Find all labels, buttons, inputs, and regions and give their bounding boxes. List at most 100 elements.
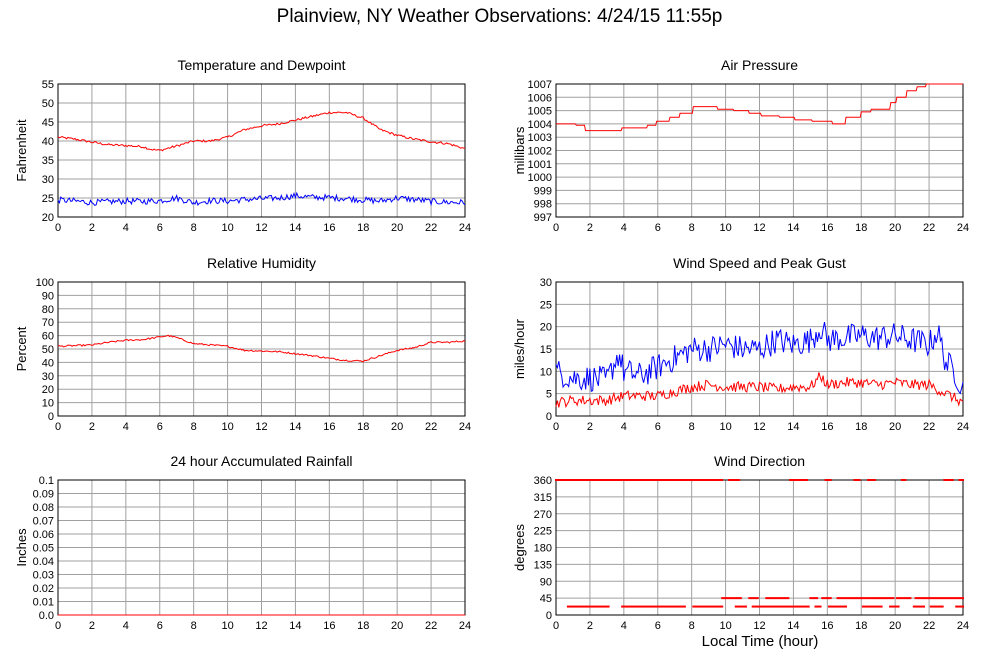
direction-point <box>605 605 608 608</box>
direction-point <box>956 597 959 600</box>
direction-point <box>782 605 785 608</box>
pressure-x-tick-label: 2 <box>587 222 593 234</box>
direction-point <box>833 605 836 608</box>
humidity-x-tick-label: 4 <box>123 421 129 433</box>
direction-point <box>653 479 656 481</box>
direction-point <box>763 605 766 608</box>
direction-point <box>758 605 761 608</box>
direction-point <box>629 605 632 608</box>
direction-point <box>707 605 710 608</box>
direction-point <box>922 605 925 608</box>
temp-x-tick-label: 18 <box>357 222 369 234</box>
direction-point <box>929 605 932 608</box>
direction-point <box>843 605 846 608</box>
direction-point <box>694 605 697 608</box>
pressure-x-tick-label: 20 <box>889 222 901 234</box>
direction-x-tick-label: 12 <box>753 620 765 632</box>
direction-point <box>828 479 831 481</box>
direction-point <box>633 479 636 481</box>
direction-point <box>856 597 859 600</box>
direction-point <box>736 597 739 600</box>
rain-y-tick-label: 0.0 <box>39 610 54 622</box>
direction-point <box>670 479 673 481</box>
direction-point <box>738 597 741 600</box>
direction-y-tick-label: 225 <box>534 526 552 538</box>
temp-y-tick-label: 30 <box>42 174 54 186</box>
pressure-x-tick-label: 0 <box>553 222 559 234</box>
direction-point <box>797 605 800 608</box>
direction-point <box>804 479 807 481</box>
direction-point <box>865 605 868 608</box>
direction-point <box>792 605 795 608</box>
direction-point <box>592 605 595 608</box>
direction-point <box>563 479 566 481</box>
direction-point <box>783 605 786 608</box>
direction-point <box>934 597 937 600</box>
pressure-y-tick-label: 1002 <box>528 146 552 158</box>
direction-point <box>673 605 676 608</box>
direction-point <box>638 605 641 608</box>
direction-point <box>726 597 729 600</box>
pressure-x-tick-label: 12 <box>753 222 765 234</box>
direction-point <box>962 597 964 600</box>
humidity-y-tick-label: 70 <box>42 317 54 329</box>
direction-point <box>858 597 861 600</box>
direction-point <box>604 479 607 481</box>
humidity-x-tick-label: 12 <box>255 421 267 433</box>
direction-point <box>721 479 724 481</box>
direction-point <box>800 479 803 481</box>
humidity-x-tick-label: 16 <box>323 421 335 433</box>
direction-point <box>958 479 961 481</box>
direction-point <box>733 479 736 481</box>
rain-x-tick-label: 14 <box>289 620 301 632</box>
direction-point <box>727 479 730 481</box>
direction-point <box>643 605 646 608</box>
direction-point <box>860 597 863 600</box>
direction-point <box>938 605 941 608</box>
direction-point <box>585 479 588 481</box>
direction-point <box>602 479 605 481</box>
page-title: Plainview, NY Weather Observations: 4/24… <box>276 6 723 27</box>
direction-point <box>816 605 819 608</box>
pressure-plot-frame <box>555 83 964 218</box>
direction-point <box>914 605 917 608</box>
direction-point <box>829 479 832 481</box>
direction-point <box>587 479 590 481</box>
direction-point <box>734 597 737 600</box>
direction-point <box>960 479 963 481</box>
direction-point <box>789 605 792 608</box>
direction-point <box>631 479 634 481</box>
direction-point <box>634 479 637 481</box>
direction-point <box>872 597 875 600</box>
pressure-y-tick-label: 1006 <box>528 92 552 104</box>
direction-point <box>955 605 958 608</box>
direction-point <box>566 479 569 481</box>
direction-point <box>756 605 759 608</box>
direction-point <box>890 605 893 608</box>
direction-y-tick-label: 315 <box>534 492 552 504</box>
direction-point <box>634 605 637 608</box>
direction-point <box>673 479 676 481</box>
direction-point <box>631 605 634 608</box>
wind-x-tick-label: 14 <box>787 421 799 433</box>
direction-point <box>922 597 925 600</box>
direction-point <box>828 605 831 608</box>
direction-point <box>799 605 802 608</box>
direction-point <box>692 605 695 608</box>
direction-point <box>897 597 900 600</box>
direction-point <box>711 605 714 608</box>
direction-point <box>626 605 629 608</box>
direction-point <box>829 597 832 600</box>
direction-point <box>607 605 610 608</box>
rain-y-tick-label: 0.01 <box>33 597 54 609</box>
direction-point <box>855 597 858 600</box>
direction-point <box>566 605 569 608</box>
direction-point <box>831 605 834 608</box>
direction-point <box>744 605 747 608</box>
temp-y-tick-label: 25 <box>42 193 54 205</box>
direction-point <box>838 597 841 600</box>
wind-title: Wind Speed and Peak Gust <box>673 255 846 271</box>
direction-point <box>787 605 790 608</box>
direction-point <box>895 605 898 608</box>
